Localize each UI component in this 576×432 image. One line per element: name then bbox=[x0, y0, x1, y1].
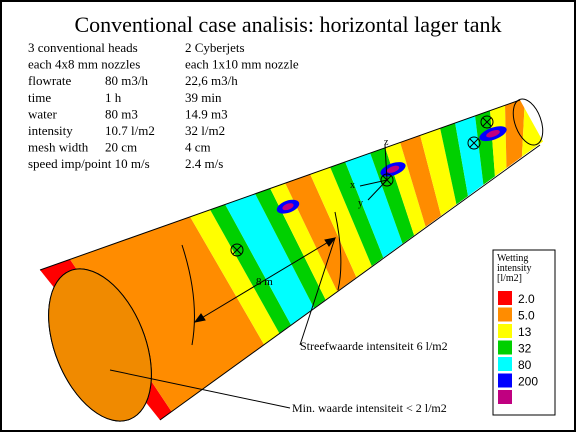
surface-band bbox=[210, 204, 291, 334]
axis-label: z bbox=[384, 137, 389, 148]
length-label: 8 m bbox=[256, 276, 273, 288]
table-cell: each 4x8 mm nozzles bbox=[28, 57, 140, 72]
legend-swatch bbox=[498, 324, 512, 338]
legend-swatch bbox=[498, 307, 512, 322]
surface-band bbox=[225, 193, 314, 325]
title: Conventional case analisis: horizontal l… bbox=[74, 12, 501, 37]
surface-band bbox=[505, 100, 525, 168]
table-cell: 1 h bbox=[105, 90, 122, 105]
surface-band bbox=[400, 134, 442, 227]
table-cell: 20 cm bbox=[105, 140, 137, 155]
legend-label: 13 bbox=[518, 325, 532, 339]
table-cell: 39 min bbox=[185, 90, 222, 105]
parameter-table: 3 conventional heads 2 Cyberjets each 4x8 … bbox=[28, 40, 299, 171]
legend-label: 80 bbox=[518, 358, 532, 372]
axis-label: x bbox=[350, 180, 355, 191]
table-cell: time bbox=[28, 90, 51, 105]
legend-swatch bbox=[498, 390, 512, 404]
legend-title: Wetting bbox=[497, 253, 528, 264]
table-cell: 10.7 l/m2 bbox=[105, 123, 155, 138]
hot-spot bbox=[386, 165, 400, 173]
table-cell: 14.9 m3 bbox=[185, 106, 228, 121]
hot-spot bbox=[282, 203, 294, 211]
surface-band bbox=[420, 127, 457, 216]
table-cell: 2 Cyberjets bbox=[185, 40, 245, 55]
legend-swatch bbox=[498, 373, 512, 388]
nozzles bbox=[230, 115, 494, 257]
table-cell: 3 conventional heads bbox=[28, 40, 138, 55]
tube-end bbox=[512, 98, 544, 146]
surface-band bbox=[310, 166, 372, 278]
annotation-lines bbox=[109, 211, 342, 409]
annotation: Min. waarde intensiteit < 2 l/m2 bbox=[292, 401, 447, 415]
table-cell: intensity bbox=[28, 123, 73, 138]
surface-band bbox=[190, 209, 280, 345]
legend-title: [l/m2] bbox=[497, 273, 522, 284]
tube-edge bbox=[39, 99, 521, 271]
surface-band bbox=[70, 216, 264, 412]
hot-spot bbox=[486, 129, 500, 138]
legend-swatch bbox=[498, 291, 512, 305]
legend-swatch bbox=[498, 340, 512, 355]
table-cell: 80 m3 bbox=[105, 106, 138, 121]
surface-band bbox=[330, 161, 384, 266]
axis-label: y bbox=[358, 198, 363, 209]
table-cell: 4 cm bbox=[185, 140, 211, 155]
table-cell: speed imp/point 10 m/s bbox=[28, 156, 150, 171]
surface-band bbox=[255, 188, 326, 308]
tube-face-fill bbox=[48, 268, 152, 422]
table-cell: mesh width bbox=[28, 140, 89, 155]
table-cell: 2.4 m/s bbox=[185, 156, 223, 171]
surface-band bbox=[490, 104, 507, 177]
table-cell: flowrate bbox=[28, 73, 72, 88]
table-cell: water bbox=[28, 106, 58, 121]
legend-swatch bbox=[498, 357, 512, 371]
legend-label: 200 bbox=[518, 375, 538, 389]
legend-title: intensity bbox=[497, 263, 531, 274]
tube-edge bbox=[159, 144, 541, 421]
legend-label: 32 bbox=[518, 342, 532, 356]
legend-label: 2.0 bbox=[518, 292, 535, 306]
surface-band bbox=[345, 152, 403, 258]
table-cell: 80 m3/h bbox=[105, 73, 148, 88]
legend-label: 5.0 bbox=[518, 309, 535, 323]
annotation: Streefwaarde intensiteit 6 l/m2 bbox=[300, 339, 448, 353]
surface-band bbox=[285, 173, 357, 292]
table-cell: 32 l/m2 bbox=[185, 123, 225, 138]
table-cell: 22,6 m3/h bbox=[185, 73, 238, 88]
surface-band bbox=[440, 122, 468, 205]
table-cell: each 1x10 mm nozzle bbox=[185, 57, 299, 72]
surface-band bbox=[455, 115, 484, 196]
